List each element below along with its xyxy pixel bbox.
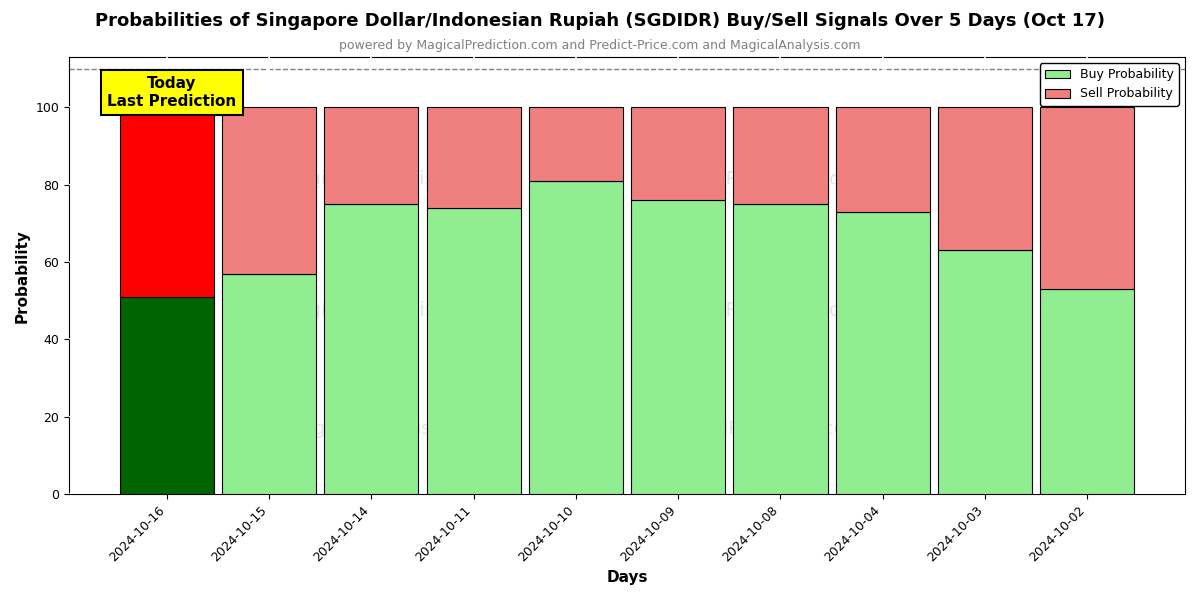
Text: MagicalAnalysis.com: MagicalAnalysis.com <box>281 170 482 189</box>
Bar <box>427 107 521 208</box>
Bar <box>1040 289 1134 494</box>
Bar <box>324 204 419 494</box>
Text: MagicalPrediction.com: MagicalPrediction.com <box>652 170 871 189</box>
Bar <box>631 107 725 200</box>
Text: MagicalPrediction.com: MagicalPrediction.com <box>660 419 863 437</box>
Bar <box>427 208 521 494</box>
Bar <box>631 200 725 494</box>
Y-axis label: Probability: Probability <box>16 229 30 323</box>
Bar <box>733 107 828 204</box>
Bar <box>835 212 930 494</box>
X-axis label: Days: Days <box>606 570 648 585</box>
Bar <box>529 181 623 494</box>
Bar <box>938 250 1032 494</box>
Bar <box>222 107 317 274</box>
Bar <box>938 107 1032 250</box>
Bar <box>835 107 930 212</box>
Text: MagicalAnalysis.com: MagicalAnalysis.com <box>288 419 475 437</box>
Text: MagicalPrediction.com: MagicalPrediction.com <box>652 301 871 320</box>
Text: Today
Last Prediction: Today Last Prediction <box>108 76 236 109</box>
Legend: Buy Probability, Sell Probability: Buy Probability, Sell Probability <box>1040 63 1178 106</box>
Bar <box>222 274 317 494</box>
Text: MagicalAnalysis.com: MagicalAnalysis.com <box>281 301 482 320</box>
Bar <box>120 297 214 494</box>
Text: Probabilities of Singapore Dollar/Indonesian Rupiah (SGDIDR) Buy/Sell Signals Ov: Probabilities of Singapore Dollar/Indone… <box>95 12 1105 30</box>
Text: powered by MagicalPrediction.com and Predict-Price.com and MagicalAnalysis.com: powered by MagicalPrediction.com and Pre… <box>340 39 860 52</box>
Bar <box>120 107 214 297</box>
Bar <box>1040 107 1134 289</box>
Bar <box>733 204 828 494</box>
Bar <box>324 107 419 204</box>
Bar <box>529 107 623 181</box>
